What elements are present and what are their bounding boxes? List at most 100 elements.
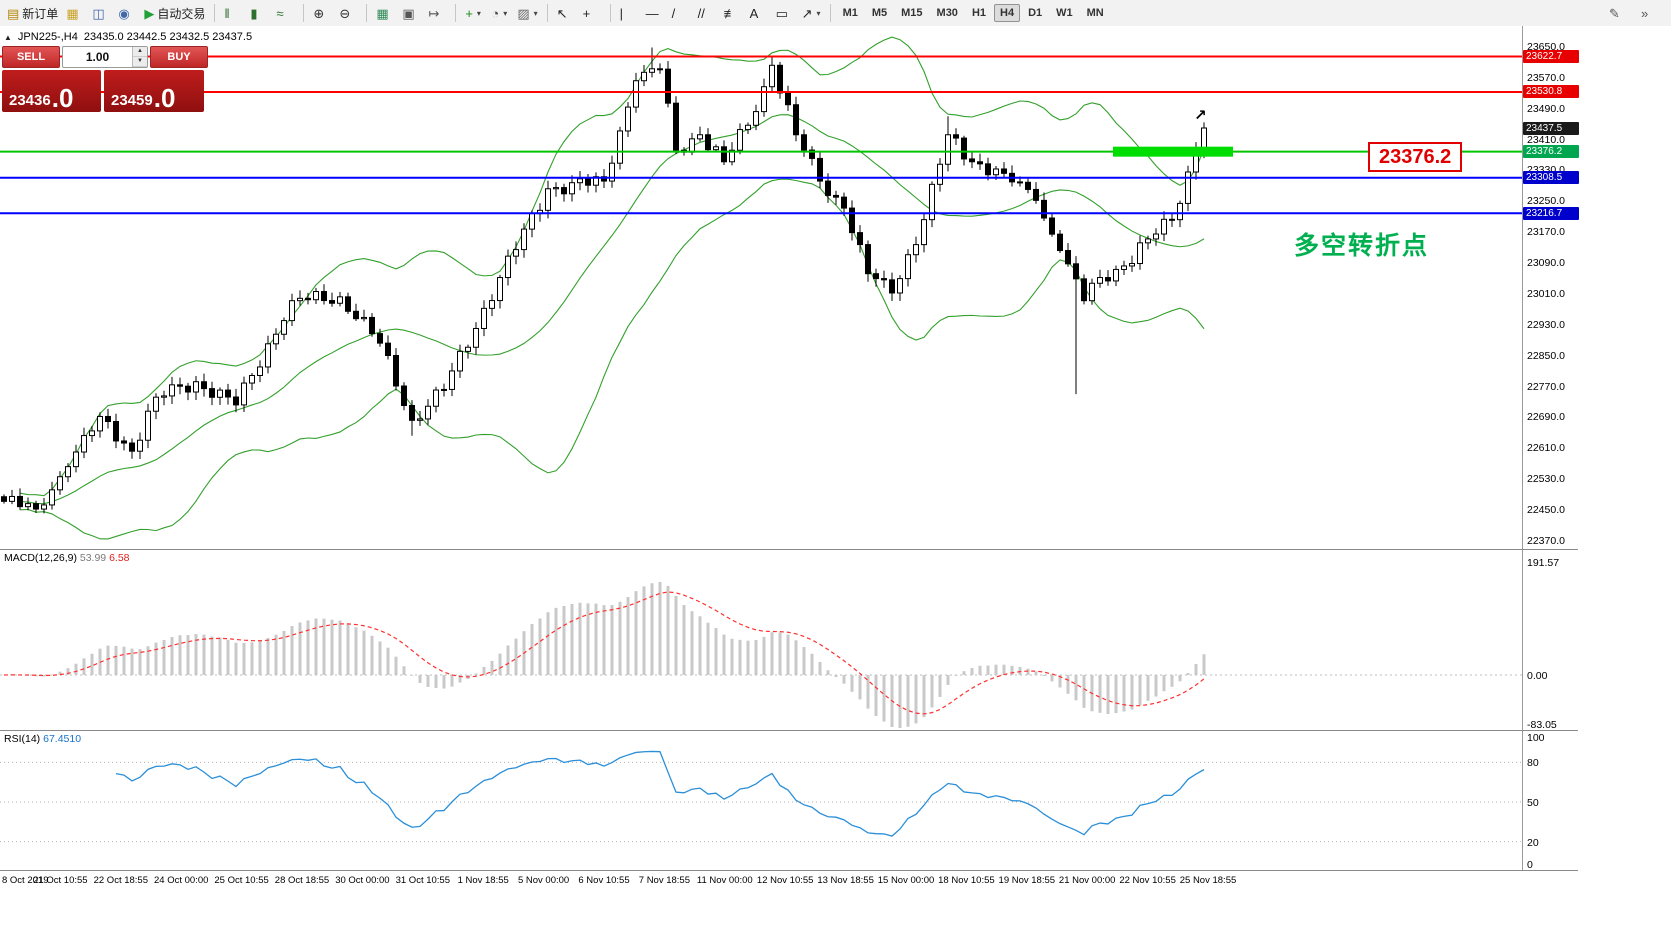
line-chart-button[interactable]: ≈ [272, 2, 298, 24]
cursor-button[interactable]: ↖ [553, 2, 579, 24]
volume-decrease-button[interactable]: ▼ [133, 57, 147, 67]
time-axis-label: 18 Nov 10:55 [938, 875, 995, 886]
price-tag-23308.5: 23308.5 [1523, 171, 1579, 185]
price-callout[interactable]: 23376.2 [1368, 142, 1463, 172]
rsi-axis-tick: 50 [1527, 797, 1539, 809]
time-axis-label: 22 Oct 18:55 [93, 875, 148, 886]
time-axis-label: 6 Nov 10:55 [578, 875, 630, 886]
vertical-line-button[interactable]: | [616, 2, 642, 24]
time-axis-label: 1 Nov 18:55 [457, 875, 509, 886]
toolbar-separator [546, 4, 548, 22]
timeframe-m30-button[interactable]: M30 [936, 7, 958, 19]
timeframe-m15-button[interactable]: M15 [901, 7, 923, 19]
arrows-button[interactable]: ↗ ▾ [798, 2, 825, 24]
text-button[interactable]: A [746, 2, 772, 24]
buy-button[interactable]: BUY [150, 46, 208, 68]
templates-button[interactable]: ▨ ▾ [513, 2, 541, 24]
ohlc-bars-button[interactable]: ‖ [220, 2, 246, 24]
edit-button[interactable]: ✎ [1605, 2, 1631, 24]
rsi-axis-tick: 20 [1527, 836, 1539, 849]
toolbar-groups: ▤ 新订单 ▦ ◫ ◉ ▶ 自动交易 ‖ ▮ ≈ ⊕ ⊖ ▦ ▣ ↦ + ▾ ◔ ▾ ▨ ▾ ↖ + | — ///≢ A ▭ ↗ ▾ M1… [0, 2, 1605, 24]
sell-price-main: 23436 [9, 91, 51, 109]
price-axis-tick: 23010.0 [1527, 287, 1565, 300]
tile-windows-button[interactable]: ▦ [372, 2, 398, 24]
clock-icon: ◔ [491, 5, 500, 21]
arrange-windows-button[interactable]: ▣ [398, 2, 424, 24]
sell-price-pips: .0 [51, 82, 74, 113]
highlight-segment[interactable] [1113, 146, 1233, 157]
macd-axis-tick: 0.00 [1527, 670, 1548, 682]
periods-button[interactable]: ◔ ▾ [487, 2, 513, 24]
turning-point-annotation[interactable]: 多空转折点 [1294, 232, 1430, 260]
timeframe-m5-button[interactable]: M5 [871, 7, 888, 19]
time-axis-label: 7 Nov 18:55 [638, 875, 691, 886]
toolbar-overflow-button[interactable]: » [1637, 2, 1663, 24]
volume-increase-button[interactable]: ▲ [133, 47, 147, 57]
fibonacci-button[interactable]: ≢ [720, 2, 746, 24]
macd-axis-tick: 191.57 [1527, 556, 1560, 569]
time-axis-label: 11 Nov 00:00 [696, 875, 753, 886]
text-label-button[interactable]: ▭ [772, 2, 798, 24]
price-axis-tick: 22370.0 [1527, 534, 1565, 547]
navigator-icon: ◉ [118, 5, 130, 21]
rsi-plot [0, 750, 1522, 843]
fibonacci-icon: ≢ [723, 5, 737, 21]
rsi-value: 67.4510 [43, 733, 82, 745]
navigator-button[interactable]: ◉ [114, 2, 140, 24]
candlestick-chart-button[interactable]: ▮ [246, 2, 272, 24]
chart-area[interactable]: ▲ JPN225-,H4 23435.0 23442.5 23432.5 234… [0, 26, 1671, 950]
one-click-collapse-icon[interactable]: ▲ [4, 32, 12, 42]
rsi-panel-separator[interactable] [0, 730, 1578, 731]
data-window-icon: ◫ [92, 5, 105, 21]
zoom-in-button[interactable]: ⊕ [309, 2, 335, 24]
trendline-button[interactable]: / [668, 2, 694, 24]
rsi-name: RSI(14) [4, 733, 41, 745]
timeframe-h4-button[interactable]: H4 [994, 4, 1021, 22]
market-watch-button[interactable]: ▦ [62, 2, 88, 24]
crosshair-icon: + [582, 5, 591, 21]
ohlc-bars-icon: ‖ [224, 5, 230, 21]
horizontal-line-icon: — [645, 5, 659, 21]
horizontal-line-button[interactable]: — [642, 2, 668, 24]
candlestick-icon: ▮ [250, 5, 258, 21]
timeframe-w1-button[interactable]: W1 [1056, 7, 1073, 19]
timeframe-mn-button[interactable]: MN [1086, 7, 1104, 19]
autotrading-button[interactable]: ▶ 自动交易 [140, 2, 209, 24]
buy-price-display[interactable]: 23459.0 [104, 70, 204, 112]
volume-field[interactable]: 1.00 ▲ ▼ [62, 46, 148, 68]
trendline-icon: / [671, 5, 676, 21]
price-axis-tick: 23170.0 [1527, 226, 1565, 239]
breakout-arrow-icon[interactable]: ↗ [1194, 107, 1207, 124]
timeframe-h1-button[interactable]: H1 [971, 7, 986, 19]
dropdown-caret-icon: ▾ [503, 8, 508, 18]
timeframe-m1-button[interactable]: M1 [842, 7, 858, 19]
time-axis-label: 13 Nov 18:55 [817, 875, 874, 886]
price-axis-tick: 22930.0 [1527, 318, 1565, 331]
sell-price-display[interactable]: 23436.0 [2, 70, 101, 112]
new-order-button[interactable]: ▤ 新订单 [3, 2, 62, 24]
crosshair-button[interactable]: + [579, 2, 605, 24]
price-axis-tick: 23410.0 [1527, 133, 1565, 146]
timeframe-d1-button[interactable]: D1 [1028, 7, 1043, 19]
one-click-trading-panel: SELL 1.00 ▲ ▼ BUY 23436.0 23459.0 [2, 46, 208, 112]
macd-value-main: 53.99 [79, 552, 107, 564]
channel-button[interactable]: // [694, 2, 720, 24]
data-window-button[interactable]: ◫ [88, 2, 114, 24]
sell-button[interactable]: SELL [2, 46, 60, 68]
indicators-button[interactable]: + ▾ [461, 2, 487, 24]
overflow-chevrons-icon: » [1641, 5, 1649, 21]
volume-value[interactable]: 1.00 [85, 50, 110, 64]
price-axis-tick: 23090.0 [1527, 257, 1565, 270]
symbol-info: ▲ JPN225-,H4 23435.0 23442.5 23432.5 234… [4, 31, 252, 43]
autotrading-button-label: 自动交易 [157, 6, 206, 21]
time-axis-label: 28 Oct 18:55 [274, 875, 330, 886]
buy-price-pips: .0 [153, 82, 176, 113]
arrow-objects-icon: ↗ [801, 5, 813, 21]
text-icon: A [749, 5, 759, 21]
channel-icon: // [697, 5, 705, 21]
price-chart-canvas[interactable] [0, 26, 1580, 894]
zoom-out-button[interactable]: ⊖ [335, 2, 361, 24]
chart-shift-button[interactable]: ↦ [424, 2, 450, 24]
macd-panel-separator[interactable] [0, 549, 1578, 550]
